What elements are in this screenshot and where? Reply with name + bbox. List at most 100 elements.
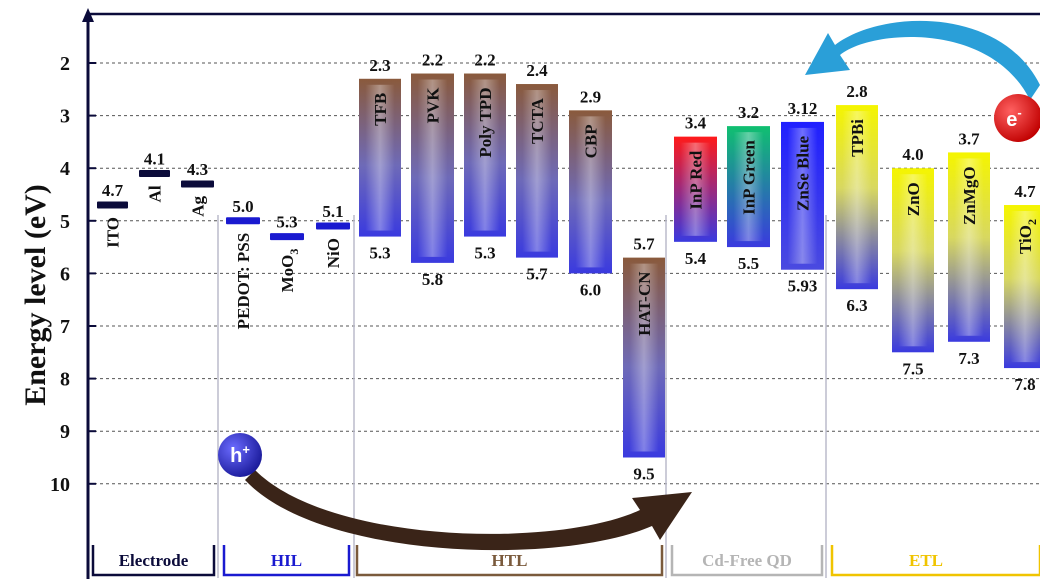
y-tick-label: 3 [60, 106, 70, 128]
band-tcta: 2.4 5.7 TCTA [516, 61, 558, 284]
homo-value-tio2: 7.8 [1014, 375, 1035, 394]
level-value-al: 4.1 [144, 149, 165, 168]
material-name-ito: ITO [104, 217, 123, 248]
band-shine [629, 263, 659, 452]
level-line-ito [97, 201, 128, 209]
lumo-value-znmgo: 3.7 [958, 129, 980, 148]
level-value-pedot-pss: 5.0 [232, 197, 253, 216]
band-shine [1010, 211, 1040, 363]
material-name-poly-tpd: Poly TPD [476, 88, 495, 158]
hole-carrier: h+ [218, 433, 262, 477]
y-axis-label: Energy level (eV) [19, 184, 52, 406]
y-tick-label: 8 [60, 369, 70, 391]
material-name-zno: ZnO [904, 182, 923, 216]
lumo-value-tcta: 2.4 [526, 61, 548, 80]
level-line-moo3 [270, 233, 304, 241]
band-poly-tpd: 2.2 5.3 Poly TPD [464, 51, 506, 263]
band-znse-blue: 3.12 5.93 ZnSe Blue [781, 99, 824, 296]
level-line-pedot-pss [226, 217, 260, 225]
svg-text:e-: e- [1006, 105, 1021, 131]
material-name-tcta: TCTA [528, 97, 547, 144]
band-shine [680, 142, 711, 236]
homo-value-poly-tpd: 5.3 [474, 244, 495, 263]
material-name-inp-green: InP Green [740, 140, 759, 215]
homo-value-tcta: 5.7 [526, 265, 548, 284]
level-line-nio [316, 222, 350, 230]
material-name-tpbi: TPBi [848, 119, 867, 157]
homo-value-znse-blue: 5.93 [788, 277, 818, 296]
lumo-value-poly-tpd: 2.2 [474, 51, 495, 70]
material-name-tfb: TFB [371, 93, 390, 126]
lumo-value-tpbi: 2.8 [846, 82, 867, 101]
material-name-tio2: TiO2 [1016, 219, 1039, 254]
band-shine [733, 132, 764, 242]
y-tick-label: 7 [60, 316, 70, 338]
level-value-nio: 5.1 [322, 202, 343, 221]
band-tfb: 2.3 5.3 TFB [359, 56, 401, 263]
lumo-value-pvk: 2.2 [422, 51, 443, 70]
svg-text:h+: h+ [230, 442, 250, 467]
band-shine [470, 79, 500, 231]
band-inp-red: 3.4 5.4 InP Red [674, 114, 717, 268]
group-label-hil: HIL [271, 551, 302, 570]
homo-value-inp-red: 5.4 [685, 249, 707, 268]
y-tick-label: 4 [60, 158, 70, 180]
homo-value-inp-green: 5.5 [738, 254, 759, 273]
band-shine [522, 90, 552, 252]
material-name-znmgo: ZnMgO [960, 166, 979, 225]
lumo-value-znse-blue: 3.12 [788, 99, 818, 118]
homo-value-cbp: 6.0 [580, 280, 601, 299]
level-value-ag: 4.3 [187, 160, 208, 179]
homo-value-znmgo: 7.3 [958, 349, 979, 368]
band-shine [954, 158, 984, 336]
level-value-moo3: 5.3 [276, 213, 297, 232]
lumo-value-inp-green: 3.2 [738, 103, 759, 122]
band-tpbi: 2.8 6.3 TPBi [836, 82, 878, 315]
lumo-value-zno: 4.0 [902, 145, 923, 164]
material-name-inp-red: InP Red [687, 150, 706, 210]
lumo-value-cbp: 2.9 [580, 87, 601, 106]
band-cbp: 2.9 6.0 CBP [569, 87, 612, 299]
band-hat-cn: 5.7 9.5 HAT-CN [623, 235, 665, 484]
material-name-znse-blue: ZnSe Blue [794, 135, 813, 211]
group-bracket-hil [222, 545, 351, 577]
group-bracket-electrode [91, 545, 216, 577]
band-shine [575, 116, 606, 268]
group-label-htl: HTL [492, 551, 528, 570]
material-name-nio: NiO [324, 238, 343, 268]
homo-value-tfb: 5.3 [369, 244, 390, 263]
group-label-electrode: Electrode [119, 551, 189, 570]
electron-transfer-arrow [805, 20, 1040, 101]
lumo-value-tio2: 4.7 [1014, 182, 1036, 201]
material-name-hat-cn: HAT-CN [635, 271, 654, 336]
lumo-value-tfb: 2.3 [369, 56, 390, 75]
lumo-value-hat-cn: 5.7 [633, 235, 655, 254]
y-tick-label: 2 [60, 53, 70, 75]
band-inp-green: 3.2 5.5 InP Green [727, 103, 770, 273]
band-shine [842, 111, 872, 284]
band-shine [898, 174, 928, 347]
material-name-pvk: PVK [424, 87, 443, 124]
material-name-cbp: CBP [582, 124, 601, 158]
group-bracket-etl [830, 545, 1040, 577]
group-bracket-htl [355, 545, 664, 577]
homo-value-pvk: 5.8 [422, 270, 443, 289]
band-znmgo: 3.7 7.3 ZnMgO [948, 129, 990, 368]
band-tio2: 4.7 7.8 TiO2 [1004, 182, 1040, 394]
band-shine [787, 127, 818, 264]
band-shine [365, 84, 395, 231]
group-label-qd: Cd-Free QD [702, 551, 792, 570]
y-tick-label: 10 [50, 474, 70, 496]
homo-value-hat-cn: 9.5 [633, 465, 654, 484]
level-line-al [139, 169, 170, 177]
band-shine [417, 79, 448, 257]
material-name-al: Al [146, 185, 165, 202]
y-tick-label: 9 [60, 421, 70, 443]
band-pvk: 2.2 5.8 PVK [411, 51, 454, 289]
hole-transfer-arrow [245, 470, 692, 551]
material-name-ag: Ag [189, 195, 208, 216]
electron-carrier: e- [994, 94, 1040, 142]
group-label-etl: ETL [909, 551, 943, 570]
material-name-moo3: MoO3 [278, 249, 301, 293]
